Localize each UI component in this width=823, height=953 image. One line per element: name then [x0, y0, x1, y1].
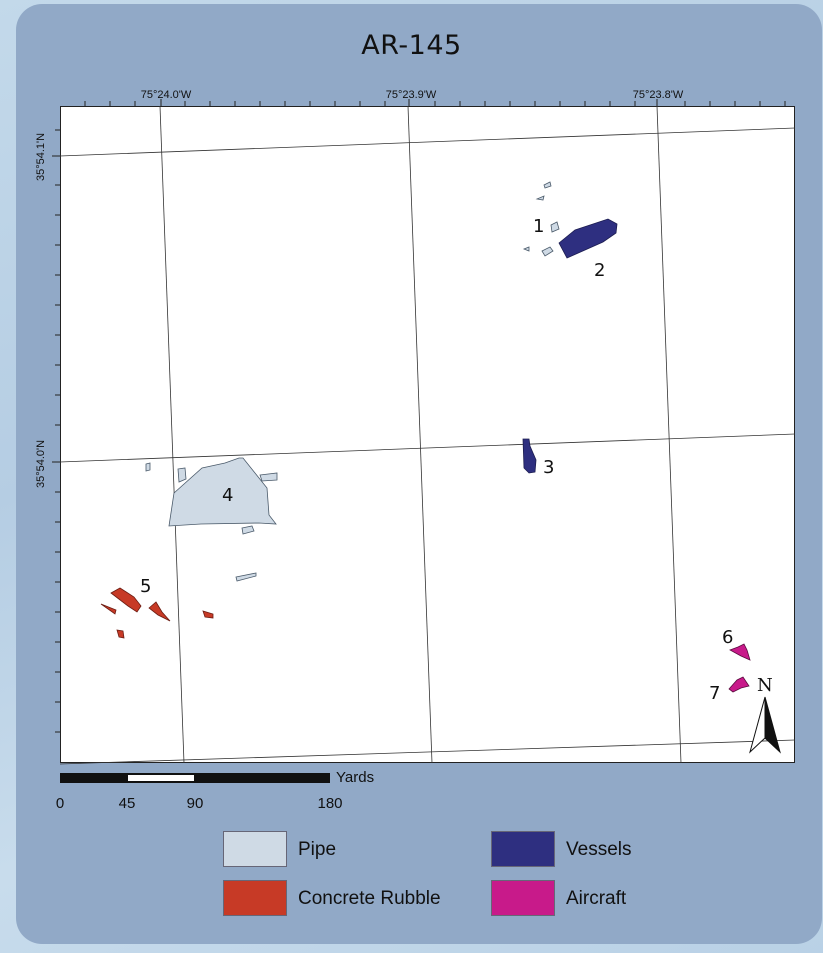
site-label-7: 7: [709, 683, 720, 704]
aircraft-features: [728, 643, 751, 693]
scale-tick-90: 90: [186, 795, 204, 812]
legend-swatch-aircraft: [491, 880, 555, 916]
longitude-label-1: 75°24.0'W: [140, 89, 192, 101]
legend-swatch-pipe: [223, 831, 287, 867]
longitude-label-3: 75°23.8'W: [632, 89, 684, 101]
legend-label-concrete-rubble: Concrete Rubble: [298, 888, 441, 909]
site-label-5: 5: [140, 576, 151, 597]
pipe-features: [145, 181, 560, 582]
site-label-3: 3: [543, 457, 554, 478]
site-labels: 1 2 3 4 5 6 7: [140, 216, 733, 704]
legend-swatch-vessels: [491, 831, 555, 867]
scale-tick-45: 45: [118, 795, 136, 812]
north-arrow-icon: N: [749, 675, 781, 754]
legend-label-pipe: Pipe: [298, 839, 337, 860]
graticule-lines: [59, 105, 796, 765]
vessel-features: [522, 218, 618, 474]
scale-unit-label: Yards: [336, 769, 375, 786]
site-label-2: 2: [594, 260, 605, 281]
scale-bar: [60, 773, 330, 783]
frame-ticks: [52, 99, 786, 733]
site-label-6: 6: [722, 627, 733, 648]
site-label-4: 4: [222, 485, 233, 506]
map-area[interactable]: [60, 106, 795, 763]
scale-tick-0: 0: [55, 795, 65, 812]
site-label-1: 1: [533, 216, 544, 237]
map-title: AR-145: [361, 30, 462, 61]
legend-swatch-concrete-rubble: [223, 880, 287, 916]
rubble-features: [100, 587, 214, 639]
longitude-label-2: 75°23.9'W: [385, 89, 437, 101]
scale-tick-180: 180: [317, 795, 343, 812]
legend-label-aircraft: Aircraft: [566, 888, 627, 909]
legend-label-vessels: Vessels: [566, 839, 632, 860]
north-arrow-letter: N: [757, 675, 773, 696]
